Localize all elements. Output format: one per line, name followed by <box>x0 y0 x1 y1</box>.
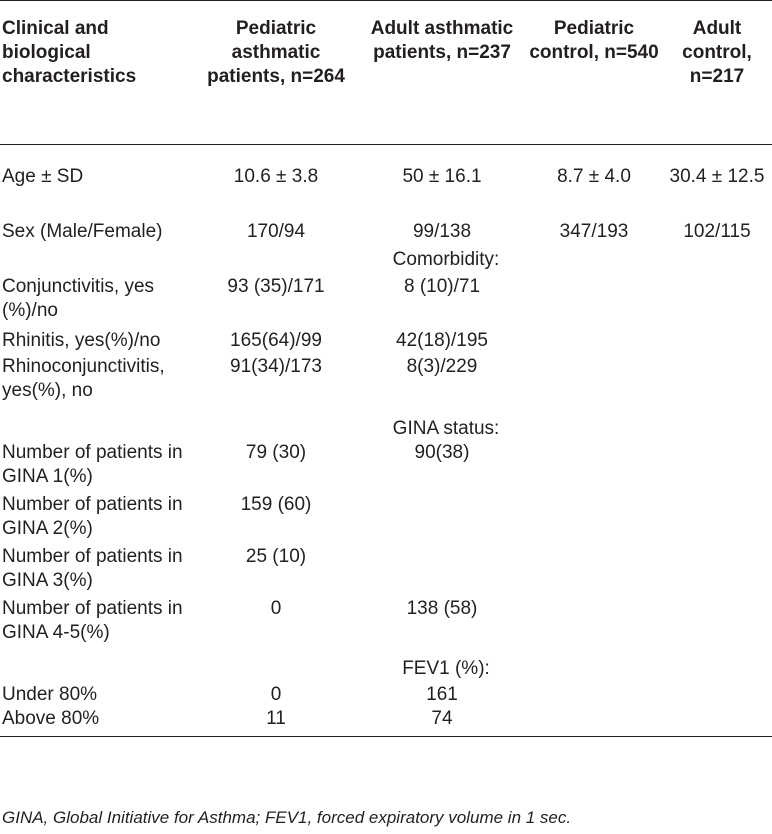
cell-value: 99/138 <box>412 220 472 242</box>
cell-value: 90(38) <box>414 441 470 463</box>
cell-value <box>358 545 526 597</box>
table-header-row: Clinical and biological characteristics … <box>0 0 772 145</box>
cell-value: 8.7 ± 4.0 <box>557 166 631 187</box>
cell-value: 50 ± 16.1 <box>402 166 482 187</box>
row-label: Under 80% <box>2 683 98 705</box>
row-label: Rhinoconjunctivitis, yes(%), no <box>2 355 165 401</box>
row-label: Number of patients in GINA 3(%) <box>2 545 183 591</box>
cell-value: 170/94 <box>246 220 306 242</box>
table-row-gina2: Number of patients in GINA 2(%) 159 (60) <box>0 493 772 545</box>
table-row-above-80: Above 80% 11 74 <box>0 706 772 737</box>
table-row-sex: Sex (Male/Female) 170/94 99/138 347/193 … <box>0 220 772 248</box>
header-adult-control: Adult control, n=217 <box>662 0 772 145</box>
cell-value <box>526 683 662 707</box>
cell-value: 102/115 <box>683 220 751 242</box>
cell-value: 25 (10) <box>245 545 307 567</box>
cell-value: 79 (30) <box>245 441 307 463</box>
table-row-under-80: Under 80% 0 161 <box>0 683 772 707</box>
cell-value <box>526 355 662 409</box>
table-row-gina3: Number of patients in GINA 3(%) 25 (10) <box>0 545 772 597</box>
cell-value: 0 <box>270 597 282 619</box>
table-row-gina45: Number of patients in GINA 4-5(%) 0 138 … <box>0 597 772 649</box>
cell-value: 30.4 ± 12.5 <box>669 166 765 187</box>
cell-value: 159 (60) <box>240 493 312 515</box>
cell-value: 347/193 <box>559 220 629 242</box>
section-heading: FEV1 (%): <box>402 657 490 679</box>
cell-value <box>526 706 662 737</box>
header-pediatric-control: Pediatric control, n=540 <box>526 0 662 145</box>
cell-value <box>526 545 662 597</box>
section-row-fev1: FEV1 (%): <box>0 649 772 683</box>
cell-value <box>526 493 662 545</box>
section-row-gina: GINA status: <box>0 409 772 441</box>
cell-value <box>662 545 772 597</box>
cell-value <box>526 597 662 649</box>
row-label: Number of patients in GINA 2(%) <box>2 493 183 539</box>
cell-value <box>358 493 526 545</box>
table-row-gina1: Number of patients in GINA 1(%) 79 (30) … <box>0 441 772 493</box>
cell-value: 11 <box>194 706 358 737</box>
cell-value <box>662 441 772 493</box>
table-row-rhinoconjunctivitis: Rhinoconjunctivitis, yes(%), no 91(34)/1… <box>0 355 772 409</box>
section-heading: GINA status: <box>392 417 500 439</box>
row-label: Rhinitis, yes(%)/no <box>2 329 161 351</box>
cell-value: 0 <box>270 683 282 705</box>
cell-value: 161 <box>426 683 458 705</box>
cell-value: 165(64)/99 <box>230 329 322 351</box>
cell-value <box>662 329 772 355</box>
cell-value: 8(3)/229 <box>406 355 478 377</box>
cell-value <box>662 355 772 409</box>
table-footnote: GINA, Global Initiative for Asthma; FEV1… <box>2 808 572 827</box>
cell-value <box>662 493 772 545</box>
cell-value: 138 (58) <box>406 597 478 619</box>
cell-value <box>662 683 772 707</box>
table-row-conjunctivitis: Conjunctivitis, yes (%)/no 93 (35)/171 8… <box>0 275 772 329</box>
cell-value <box>662 275 772 329</box>
cell-value <box>526 329 662 355</box>
row-label: Age ± SD <box>2 166 84 187</box>
header-characteristics: Clinical and biological characteristics <box>0 0 194 145</box>
header-pediatric-asthmatic: Pediatric asthmatic patients, n=264 <box>194 0 358 145</box>
section-heading: Comorbidity: <box>392 248 500 270</box>
cell-value <box>526 441 662 493</box>
cell-value <box>662 597 772 649</box>
cell-value: 42(18)/195 <box>396 329 488 351</box>
row-label: Conjunctivitis, yes (%)/no <box>2 275 155 321</box>
row-label: Number of patients in GINA 1(%) <box>2 441 183 487</box>
cell-value: 74 <box>358 706 526 737</box>
characteristics-table: Clinical and biological characteristics … <box>0 0 772 737</box>
cell-value: 8 (10)/71 <box>403 275 481 297</box>
table-row-age: Age ± SD 10.6 ± 3.8 50 ± 16.1 8.7 ± 4.0 … <box>0 145 772 220</box>
row-label: Sex (Male/Female) <box>2 220 163 242</box>
header-adult-asthmatic: Adult asthmatic patients, n=237 <box>358 0 526 145</box>
section-row-comorbidity: Comorbidity: <box>0 248 772 275</box>
cell-value: 93 (35)/171 <box>227 275 325 297</box>
row-label: Above 80% <box>0 706 194 737</box>
cell-value <box>526 275 662 329</box>
cell-value: 91(34)/173 <box>230 355 322 377</box>
table-row-rhinitis: Rhinitis, yes(%)/no 165(64)/99 42(18)/19… <box>0 329 772 355</box>
cell-value <box>662 706 772 737</box>
row-label: Number of patients in GINA 4-5(%) <box>2 597 183 643</box>
cell-value: 10.6 ± 3.8 <box>233 166 319 187</box>
